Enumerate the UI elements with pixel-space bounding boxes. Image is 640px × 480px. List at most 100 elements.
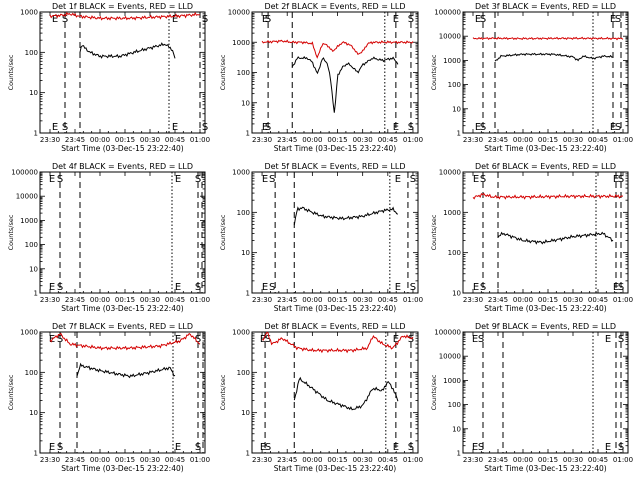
x-tick-label: 00:45 xyxy=(378,296,398,304)
marker-letter-bottom: E xyxy=(262,282,268,293)
marker-letter-bottom: E xyxy=(49,282,55,293)
marker-letter-top: E xyxy=(262,14,268,25)
lld-series-line xyxy=(49,11,201,21)
panel-title: Det 7f BLACK = Events, RED = LLD xyxy=(52,322,193,331)
lld-series-line xyxy=(472,192,624,200)
marker-letter-bottom: S xyxy=(57,282,63,293)
x-tick-label: 00:15 xyxy=(327,296,347,304)
x-tick-label: 00:00 xyxy=(302,296,322,304)
marker-letter-bottom: E xyxy=(475,122,481,133)
marker-letter-bottom: E xyxy=(52,122,58,133)
events-series-line xyxy=(79,42,176,59)
lld-series-line xyxy=(49,332,201,351)
events-series-line xyxy=(497,231,614,245)
y-tick-label: 1 xyxy=(246,130,250,138)
marker-letter-top: E xyxy=(175,334,181,345)
x-tick-label: 23:45 xyxy=(277,456,297,464)
marker-letter-top: S xyxy=(480,14,486,25)
panel-grid: Det 1f BLACK = Events, RED = LLD Counts/s… xyxy=(7,2,633,473)
x-tick-label: 01:00 xyxy=(190,296,210,304)
y-tick-label: 100 xyxy=(25,369,38,377)
marker-letter-bottom: E xyxy=(613,282,619,293)
y-axis-label: Counts/sec xyxy=(7,54,15,90)
marker-letter-bottom: S xyxy=(480,282,486,293)
marker-letter-bottom: S xyxy=(410,282,416,293)
marker-letter-top: S xyxy=(615,14,621,25)
y-tick-label: 1 xyxy=(457,130,461,138)
x-tick-label: 23:45 xyxy=(488,136,508,144)
y-axis-label: Counts/sec xyxy=(7,374,15,410)
y-tick-label: 1 xyxy=(34,130,38,138)
y-axis-label: Counts/sec xyxy=(219,214,227,250)
lld-series-line xyxy=(261,39,414,59)
marker-letter-bottom: E xyxy=(175,282,181,293)
y-tick-label: 10 xyxy=(452,105,461,113)
panel-det-8: Det 8f BLACK = Events, RED = LLD Counts/s… xyxy=(219,322,423,473)
panel-det-6: Det 6f BLACK = Events, RED = LLD Counts/s… xyxy=(430,162,633,313)
marker-letter-top: S xyxy=(195,334,201,345)
y-tick-label: 100000 xyxy=(11,169,38,177)
marker-letter-bottom: S xyxy=(408,122,414,133)
x-tick-label: 00:45 xyxy=(165,136,185,144)
plot-frame xyxy=(39,331,206,454)
x-tick-label: 01:00 xyxy=(613,296,633,304)
marker-letter-bottom: S xyxy=(195,442,201,453)
marker-letter-top: S xyxy=(265,14,271,25)
x-axis-label: Start Time (03-Dec-15 23:22:40) xyxy=(484,464,606,473)
y-axis-label: Counts/sec xyxy=(430,374,438,410)
lld-series-line xyxy=(261,331,414,354)
y-tick-label: 10000 xyxy=(16,193,38,201)
x-tick-label: 23:30 xyxy=(40,296,60,304)
x-tick-label: 00:30 xyxy=(353,456,373,464)
marker-letter-top: S xyxy=(57,334,63,345)
x-tick-label: 00:30 xyxy=(353,296,373,304)
x-tick-label: 01:00 xyxy=(613,136,633,144)
y-tick-label: 10 xyxy=(452,425,461,433)
lld-series-line xyxy=(472,36,624,41)
y-tick-label: 100 xyxy=(448,249,461,257)
marker-letter-top: E xyxy=(175,174,181,185)
y-tick-label: 10 xyxy=(29,265,38,273)
x-tick-label: 01:00 xyxy=(190,456,210,464)
marker-letter-bottom: E xyxy=(262,122,268,133)
marker-letter-top: S xyxy=(618,174,624,185)
x-tick-label: 23:30 xyxy=(40,456,60,464)
x-tick-label: 00:45 xyxy=(378,136,398,144)
panel-det-5: Det 5f BLACK = Events, RED = LLD Counts/s… xyxy=(219,162,423,313)
y-tick-label: 10000 xyxy=(228,9,250,17)
marker-letter-top: S xyxy=(202,14,208,25)
marker-letter-bottom: S xyxy=(195,282,201,293)
y-tick-label: 100 xyxy=(237,369,250,377)
x-axis-label: Start Time (03-Dec-15 23:22:40) xyxy=(484,304,606,313)
marker-letter-bottom: S xyxy=(618,442,624,453)
marker-letter-bottom: S xyxy=(57,442,63,453)
panel-title: Det 6f BLACK = Events, RED = LLD xyxy=(475,162,616,171)
x-axis-label: Start Time (03-Dec-15 23:22:40) xyxy=(61,304,183,313)
y-tick-label: 1000 xyxy=(443,57,461,65)
marker-letter-top: E xyxy=(172,14,178,25)
x-tick-label: 00:45 xyxy=(165,456,185,464)
x-axis-label: Start Time (03-Dec-15 23:22:40) xyxy=(274,144,396,153)
y-tick-label: 100 xyxy=(448,401,461,409)
marker-letter-bottom: E xyxy=(395,282,401,293)
panel-title: Det 2f BLACK = Events, RED = LLD xyxy=(264,2,405,11)
y-tick-label: 10000 xyxy=(439,169,461,177)
marker-letter-top: S xyxy=(62,14,68,25)
marker-letter-top: E xyxy=(613,174,619,185)
panel-title: Det 8f BLACK = Events, RED = LLD xyxy=(264,322,405,331)
panel-title: Det 5f BLACK = Events, RED = LLD xyxy=(264,162,405,171)
marker-letter-bottom: E xyxy=(260,442,266,453)
y-tick-label: 1000 xyxy=(20,217,38,225)
marker-letter-top: E xyxy=(393,14,399,25)
x-tick-label: 23:30 xyxy=(252,136,272,144)
y-tick-label: 10 xyxy=(241,409,250,417)
y-tick-label: 100 xyxy=(25,49,38,57)
y-axis-label: Counts/sec xyxy=(430,54,438,90)
marker-letter-top: S xyxy=(195,174,201,185)
y-tick-label: 10 xyxy=(29,409,38,417)
y-tick-label: 1000 xyxy=(20,9,38,17)
y-axis-label: Counts/sec xyxy=(430,214,438,250)
panel-title: Det 1f BLACK = Events, RED = LLD xyxy=(52,2,193,11)
x-tick-label: 23:30 xyxy=(252,296,272,304)
x-tick-label: 01:00 xyxy=(403,456,423,464)
